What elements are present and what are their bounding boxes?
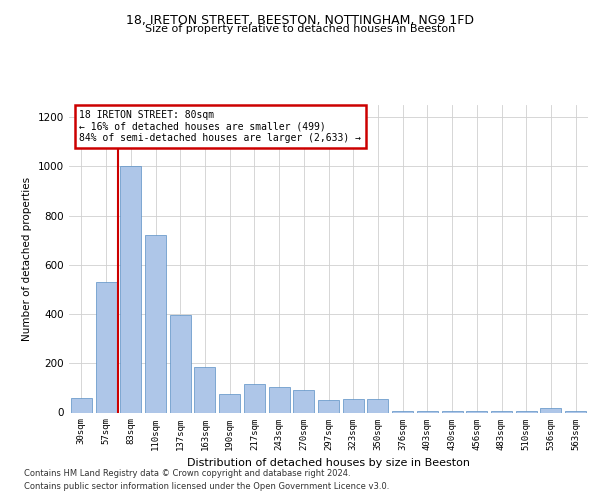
Bar (541, 408, 562, 412)
Bar (95, 282, 116, 412)
X-axis label: Distribution of detached houses by size in Beeston: Distribution of detached houses by size … (187, 458, 470, 468)
Bar (293, 390, 314, 412)
Bar (318, 400, 339, 412)
Text: 18 IRETON STREET: 80sqm
← 16% of detached houses are smaller (499)
84% of semi-d: 18 IRETON STREET: 80sqm ← 16% of detache… (79, 110, 361, 143)
Text: Contains HM Land Registry data © Crown copyright and database right 2024.: Contains HM Land Registry data © Crown c… (24, 468, 350, 477)
Bar (120, 166, 141, 412)
Bar (392, 410, 413, 412)
Bar (194, 367, 215, 412)
Bar (71, 398, 92, 412)
Bar (269, 386, 290, 412)
Bar (417, 410, 438, 412)
Text: 18, IRETON STREET, BEESTON, NOTTINGHAM, NG9 1FD: 18, IRETON STREET, BEESTON, NOTTINGHAM, … (126, 14, 474, 27)
Bar (219, 394, 240, 412)
Bar (170, 316, 191, 412)
Text: Size of property relative to detached houses in Beeston: Size of property relative to detached ho… (145, 24, 455, 34)
Bar (145, 236, 166, 412)
Bar (367, 399, 388, 412)
Bar (244, 384, 265, 412)
Text: Contains public sector information licensed under the Open Government Licence v3: Contains public sector information licen… (24, 482, 389, 491)
Bar (343, 399, 364, 412)
Y-axis label: Number of detached properties: Number of detached properties (22, 176, 32, 341)
